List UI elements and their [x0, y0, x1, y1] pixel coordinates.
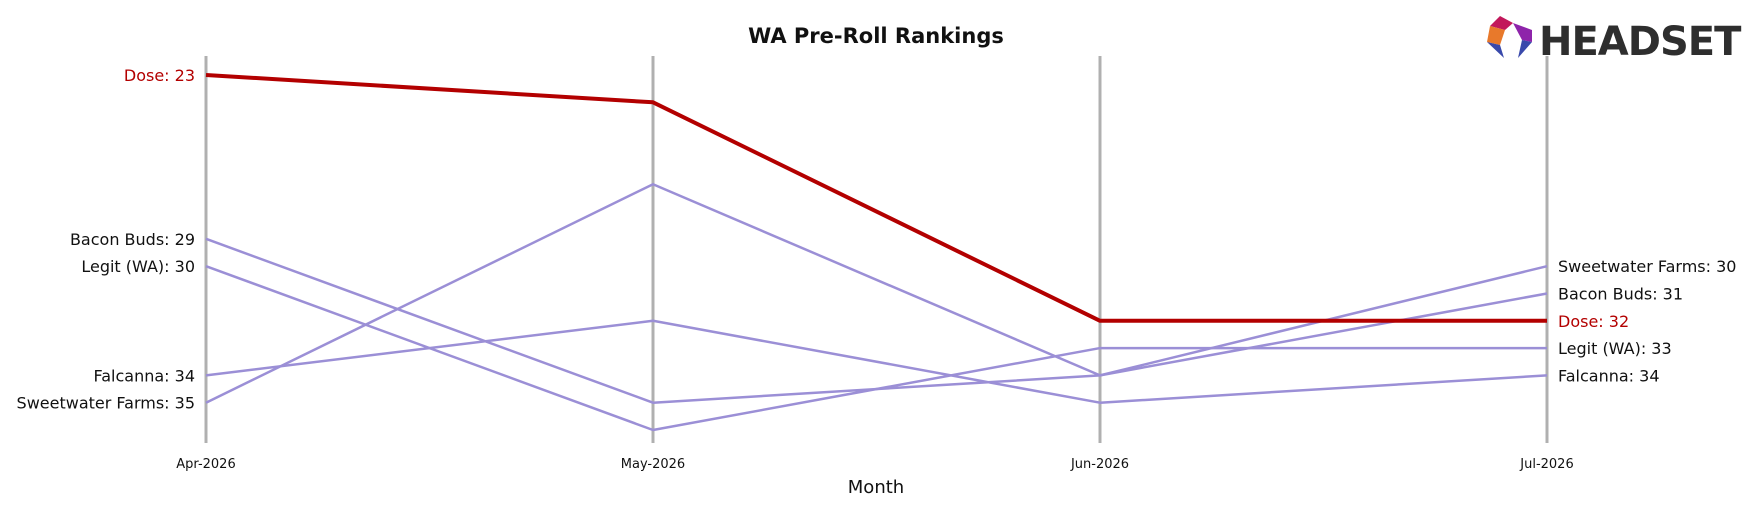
start-label: Bacon Buds: 29	[70, 230, 195, 249]
series-line-legit-wa	[205, 264, 1547, 432]
series-layer	[205, 73, 1548, 432]
series-line-falcanna	[205, 319, 1548, 404]
end-labels: Dose: 32 Bacon Buds: 31 Legit (WA): 33 Falc…	[1558, 257, 1736, 385]
x-tick-label: May-2026	[621, 457, 685, 472]
end-label: Sweetwater Farms: 30	[1558, 257, 1736, 276]
headset-logo-icon	[1487, 16, 1532, 58]
month-axis-lines	[204, 56, 1549, 443]
end-label: Legit (WA): 33	[1558, 339, 1672, 358]
series-line-dose	[205, 73, 1547, 323]
start-label: Sweetwater Farms: 35	[17, 394, 195, 413]
end-label: Dose: 32	[1558, 312, 1629, 331]
x-tick-labels: Apr-2026 May-2026 Jun-2026 Jul-2026	[176, 457, 1573, 472]
x-tick-label: Jun-2026	[1070, 457, 1129, 472]
start-label: Dose: 23	[124, 66, 195, 85]
x-tick-label: Apr-2026	[176, 457, 235, 472]
start-label: Falcanna: 34	[93, 366, 195, 385]
headset-logo-text: HEADSET	[1539, 19, 1742, 65]
x-tick-label: Jul-2026	[1519, 457, 1573, 472]
series-line-sweetwater-farms	[205, 182, 1548, 404]
chart-title: WA Pre-Roll Rankings	[748, 24, 1004, 48]
end-label: Bacon Buds: 31	[1558, 284, 1683, 303]
end-label: Falcanna: 34	[1558, 366, 1660, 385]
start-labels: Dose: 23 Bacon Buds: 29 Legit (WA): 30 Falc…	[17, 66, 195, 413]
start-label: Legit (WA): 30	[81, 257, 195, 276]
headset-logo: HEADSET	[1487, 16, 1743, 65]
x-axis-label: Month	[848, 477, 904, 498]
